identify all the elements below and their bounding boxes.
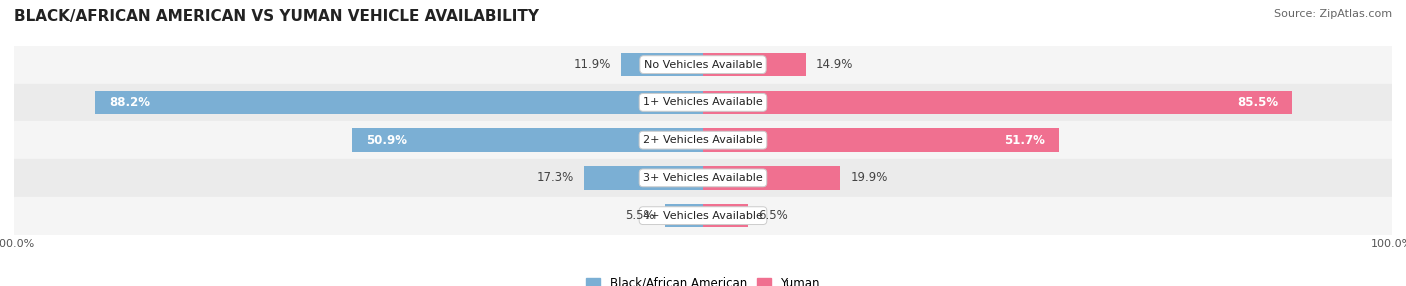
Bar bbox=[703, 204, 748, 227]
Bar bbox=[703, 166, 841, 190]
Text: Source: ZipAtlas.com: Source: ZipAtlas.com bbox=[1274, 9, 1392, 19]
Bar bbox=[14, 197, 1392, 235]
Text: 51.7%: 51.7% bbox=[1004, 134, 1046, 147]
Bar bbox=[96, 91, 703, 114]
Bar bbox=[703, 128, 1059, 152]
Bar bbox=[14, 84, 1392, 121]
Bar bbox=[14, 159, 1392, 197]
Text: 85.5%: 85.5% bbox=[1237, 96, 1278, 109]
Bar bbox=[703, 53, 806, 76]
Text: 17.3%: 17.3% bbox=[536, 171, 574, 184]
Bar bbox=[621, 53, 703, 76]
Bar bbox=[583, 166, 703, 190]
Text: 1+ Vehicles Available: 1+ Vehicles Available bbox=[643, 98, 763, 107]
Text: 3+ Vehicles Available: 3+ Vehicles Available bbox=[643, 173, 763, 183]
Text: No Vehicles Available: No Vehicles Available bbox=[644, 60, 762, 69]
Text: 5.5%: 5.5% bbox=[626, 209, 655, 222]
Bar bbox=[703, 91, 1292, 114]
Bar bbox=[14, 121, 1392, 159]
Bar bbox=[665, 204, 703, 227]
Text: 19.9%: 19.9% bbox=[851, 171, 887, 184]
Bar bbox=[14, 46, 1392, 84]
Text: 6.5%: 6.5% bbox=[758, 209, 787, 222]
Text: 50.9%: 50.9% bbox=[366, 134, 408, 147]
Text: 2+ Vehicles Available: 2+ Vehicles Available bbox=[643, 135, 763, 145]
Text: 88.2%: 88.2% bbox=[110, 96, 150, 109]
Text: 11.9%: 11.9% bbox=[574, 58, 610, 71]
Text: 14.9%: 14.9% bbox=[815, 58, 853, 71]
Text: BLACK/AFRICAN AMERICAN VS YUMAN VEHICLE AVAILABILITY: BLACK/AFRICAN AMERICAN VS YUMAN VEHICLE … bbox=[14, 9, 538, 23]
Bar bbox=[353, 128, 703, 152]
Text: 4+ Vehicles Available: 4+ Vehicles Available bbox=[643, 211, 763, 221]
Legend: Black/African American, Yuman: Black/African American, Yuman bbox=[582, 272, 824, 286]
